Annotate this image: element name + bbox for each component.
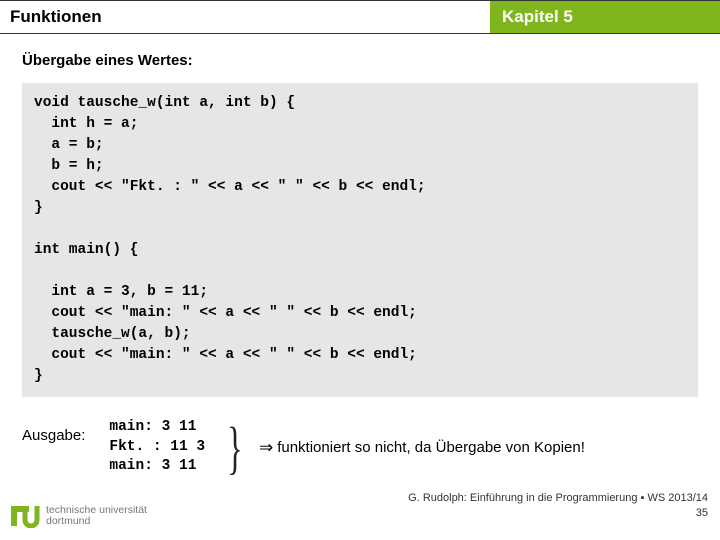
output-box: main: 3 11 Fkt. : 11 3 main: 3 11	[103, 415, 211, 480]
footer-line2: 35	[408, 506, 708, 520]
footer: G. Rudolph: Einführung in die Programmie…	[408, 491, 708, 520]
note-text: funktioniert so nicht, da Übergabe von K…	[277, 439, 585, 456]
tu-logo-icon	[10, 504, 40, 528]
curly-brace-icon: }	[227, 422, 242, 474]
slide-header: Funktionen Kapitel 5	[0, 0, 720, 34]
university-logo: technische universität dortmund	[10, 504, 147, 528]
code-block: void tausche_w(int a, int b) { int h = a…	[22, 83, 698, 397]
logo-text-line2: dortmund	[46, 516, 147, 527]
double-arrow-icon: ⇒	[259, 438, 273, 458]
header-right-chapter: Kapitel 5	[490, 0, 720, 34]
subtitle: Übergabe eines Wertes:	[22, 52, 698, 69]
output-label: Ausgabe:	[22, 427, 85, 444]
slide-content: Übergabe eines Wertes: void tausche_w(in…	[0, 34, 720, 480]
output-row: Ausgabe: main: 3 11 Fkt. : 11 3 main: 3 …	[22, 415, 698, 480]
logo-text: technische universität dortmund	[46, 505, 147, 527]
header-left-title: Funktionen	[0, 0, 490, 34]
note: ⇒ funktioniert so nicht, da Übergabe von…	[259, 438, 585, 458]
footer-line1: G. Rudolph: Einführung in die Programmie…	[408, 491, 708, 505]
